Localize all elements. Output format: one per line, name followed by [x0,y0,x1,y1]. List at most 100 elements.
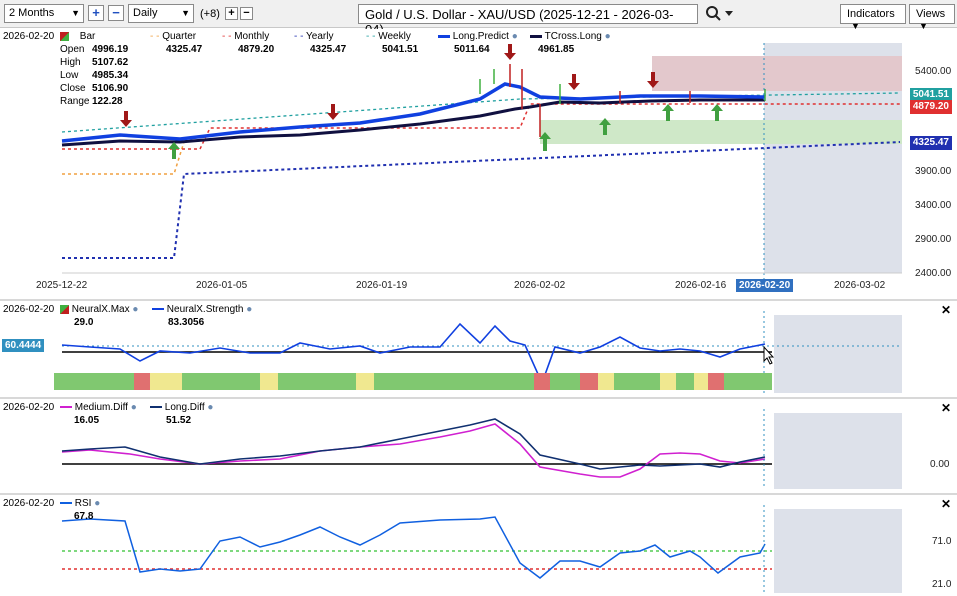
medium-diff-label: Medium.Diff [74,402,128,413]
zoom-in-button[interactable]: + [88,5,104,21]
add-interval-button[interactable]: + [225,7,238,20]
price-legend-date: 2026-02-20 [3,31,55,42]
search-button[interactable] [705,5,735,26]
x-tick: 2026-02-02 [514,280,566,291]
diff-chart [61,409,902,489]
close-label: Close [60,83,86,94]
minus-icon: − [243,7,250,19]
diff-pane[interactable]: 2026-02-20 Medium.Diff ● 16.05 Long.Diff… [0,399,957,493]
plus-icon: + [92,5,100,20]
minus-icon: − [112,5,120,20]
range-label: Range [60,96,90,107]
chevron-down-icon: ▼ [851,21,860,31]
interval-extra: (+8) [200,8,220,20]
toolbar: 2 Months ▼ + − Daily ▼ (+8) + − Gold / U… [0,0,957,37]
monthly-value: 4879.20 [238,44,275,55]
neural-strength-legend: NeuralX.Strength ● [152,304,252,315]
neural-strength-label: NeuralX.Strength [166,304,244,315]
bar-legend-icon [60,31,69,41]
longpredict-label: Long.Predict [452,31,509,42]
weekly-value: 5041.51 [382,44,419,55]
instrument-title[interactable]: Gold / U.S. Dollar - XAU/USD (2025-12-21… [358,4,698,37]
close-icon[interactable]: ✕ [940,497,951,511]
high-value: 5107.62 [92,57,129,68]
x-tick: 2026-01-19 [356,280,408,291]
open-label: Open [60,44,85,55]
low-label: Low [60,70,79,81]
neural-value-badge: 60.4444 [2,339,45,352]
views-button[interactable]: Views ▼ [909,4,955,31]
y-tick: 71.0 [932,536,952,547]
neural-max-label: NeuralX.Max [71,304,130,315]
period-select-value: 2 Months [9,7,55,19]
weekly-price-badge: 5041.51 [909,88,952,102]
chevron-down-icon: ▼ [181,8,190,18]
x-tick: 2026-01-05 [196,280,248,291]
chevron-down-icon: ▼ [71,8,80,18]
chevron-down-icon: ▼ [919,21,928,31]
yearly-value: 4325.47 [310,44,347,55]
low-value: 4985.34 [92,70,129,81]
y-tick: 3400.00 [915,200,952,211]
medium-diff-value: 16.05 [74,415,100,426]
quarter-legend: - - Quarter [150,31,197,42]
longpredict-value: 5011.64 [454,44,490,55]
rsi-legend-date: 2026-02-20 [3,498,55,509]
monthly-label: Monthly [234,31,270,42]
range-value: 122.28 [92,96,123,107]
weekly-legend: - - Weekly [366,31,411,42]
plus-icon: + [228,7,235,19]
x-tick: 2025-12-22 [36,280,88,291]
neural-legend-date: 2026-02-20 [3,304,55,315]
price-pane[interactable]: 2026-02-20 Bar Open 4996.19 High 5107.62… [0,29,957,299]
bar-legend: Bar [60,31,95,42]
longpredict-legend: Long.Predict ● [438,31,518,42]
remove-interval-button[interactable]: − [240,7,253,20]
tcross-legend: TCross.Long ● [530,31,611,42]
neural-chart [54,311,902,393]
indicators-button[interactable]: Indicators ▼ [840,4,906,31]
neural-pane[interactable]: 2026-02-20 NeuralX.Max ● 29.0 NeuralX.St… [0,301,957,397]
rsi-pane[interactable]: 2026-02-20 RSI ● 67.8 71.0 21.0 ✕ [0,495,957,596]
y-tick: 5400.00 [915,66,952,77]
diff-legend-date: 2026-02-20 [3,402,55,413]
rsi-value: 67.8 [74,511,94,522]
period-select[interactable]: 2 Months ▼ [4,4,84,23]
quarter-value: 4325.47 [166,44,203,55]
pane-divider[interactable] [0,397,957,399]
neural-max-value: 29.0 [74,317,94,328]
weekly-label: Weekly [378,31,411,42]
y-tick: 2400.00 [915,268,952,279]
indicators-button-label: Indicators [847,8,895,20]
y-tick: 21.0 [932,579,952,590]
quarter-price-badge: 4325.47 [909,136,952,150]
long-diff-label: Long.Diff [164,402,205,413]
pane-divider[interactable] [0,493,957,495]
rsi-legend: RSI ● [60,498,100,509]
close-icon[interactable]: ✕ [940,303,951,317]
price-chart [61,43,902,291]
neural-max-legend: NeuralX.Max ● [60,304,138,315]
high-label: High [60,57,81,68]
search-icon [706,6,733,21]
long-diff-value: 51.52 [166,415,192,426]
long-diff-legend: Long.Diff ● [150,402,213,413]
x-current-date: 2026-02-20 [736,279,794,292]
monthly-legend: - - Monthly [222,31,270,42]
y-tick: 3900.00 [915,166,952,177]
tcross-value: 4961.85 [538,44,575,55]
close-icon[interactable]: ✕ [940,401,951,415]
bar-legend-label: Bar [79,31,96,42]
rsi-chart [61,505,902,595]
zoom-out-button[interactable]: − [108,5,124,21]
x-tick: 2026-02-16 [675,280,727,291]
rsi-label: RSI [74,498,92,509]
quarter-label: Quarter [162,31,197,42]
views-button-label: Views [916,8,946,20]
pane-divider[interactable] [0,299,957,301]
monthly-price-badge: 4879.20 [909,100,952,114]
interval-select[interactable]: Daily ▼ [128,4,194,23]
interval-select-value: Daily [133,7,158,19]
close-value: 5106.90 [92,83,129,94]
y-tick: 2900.00 [915,234,952,245]
